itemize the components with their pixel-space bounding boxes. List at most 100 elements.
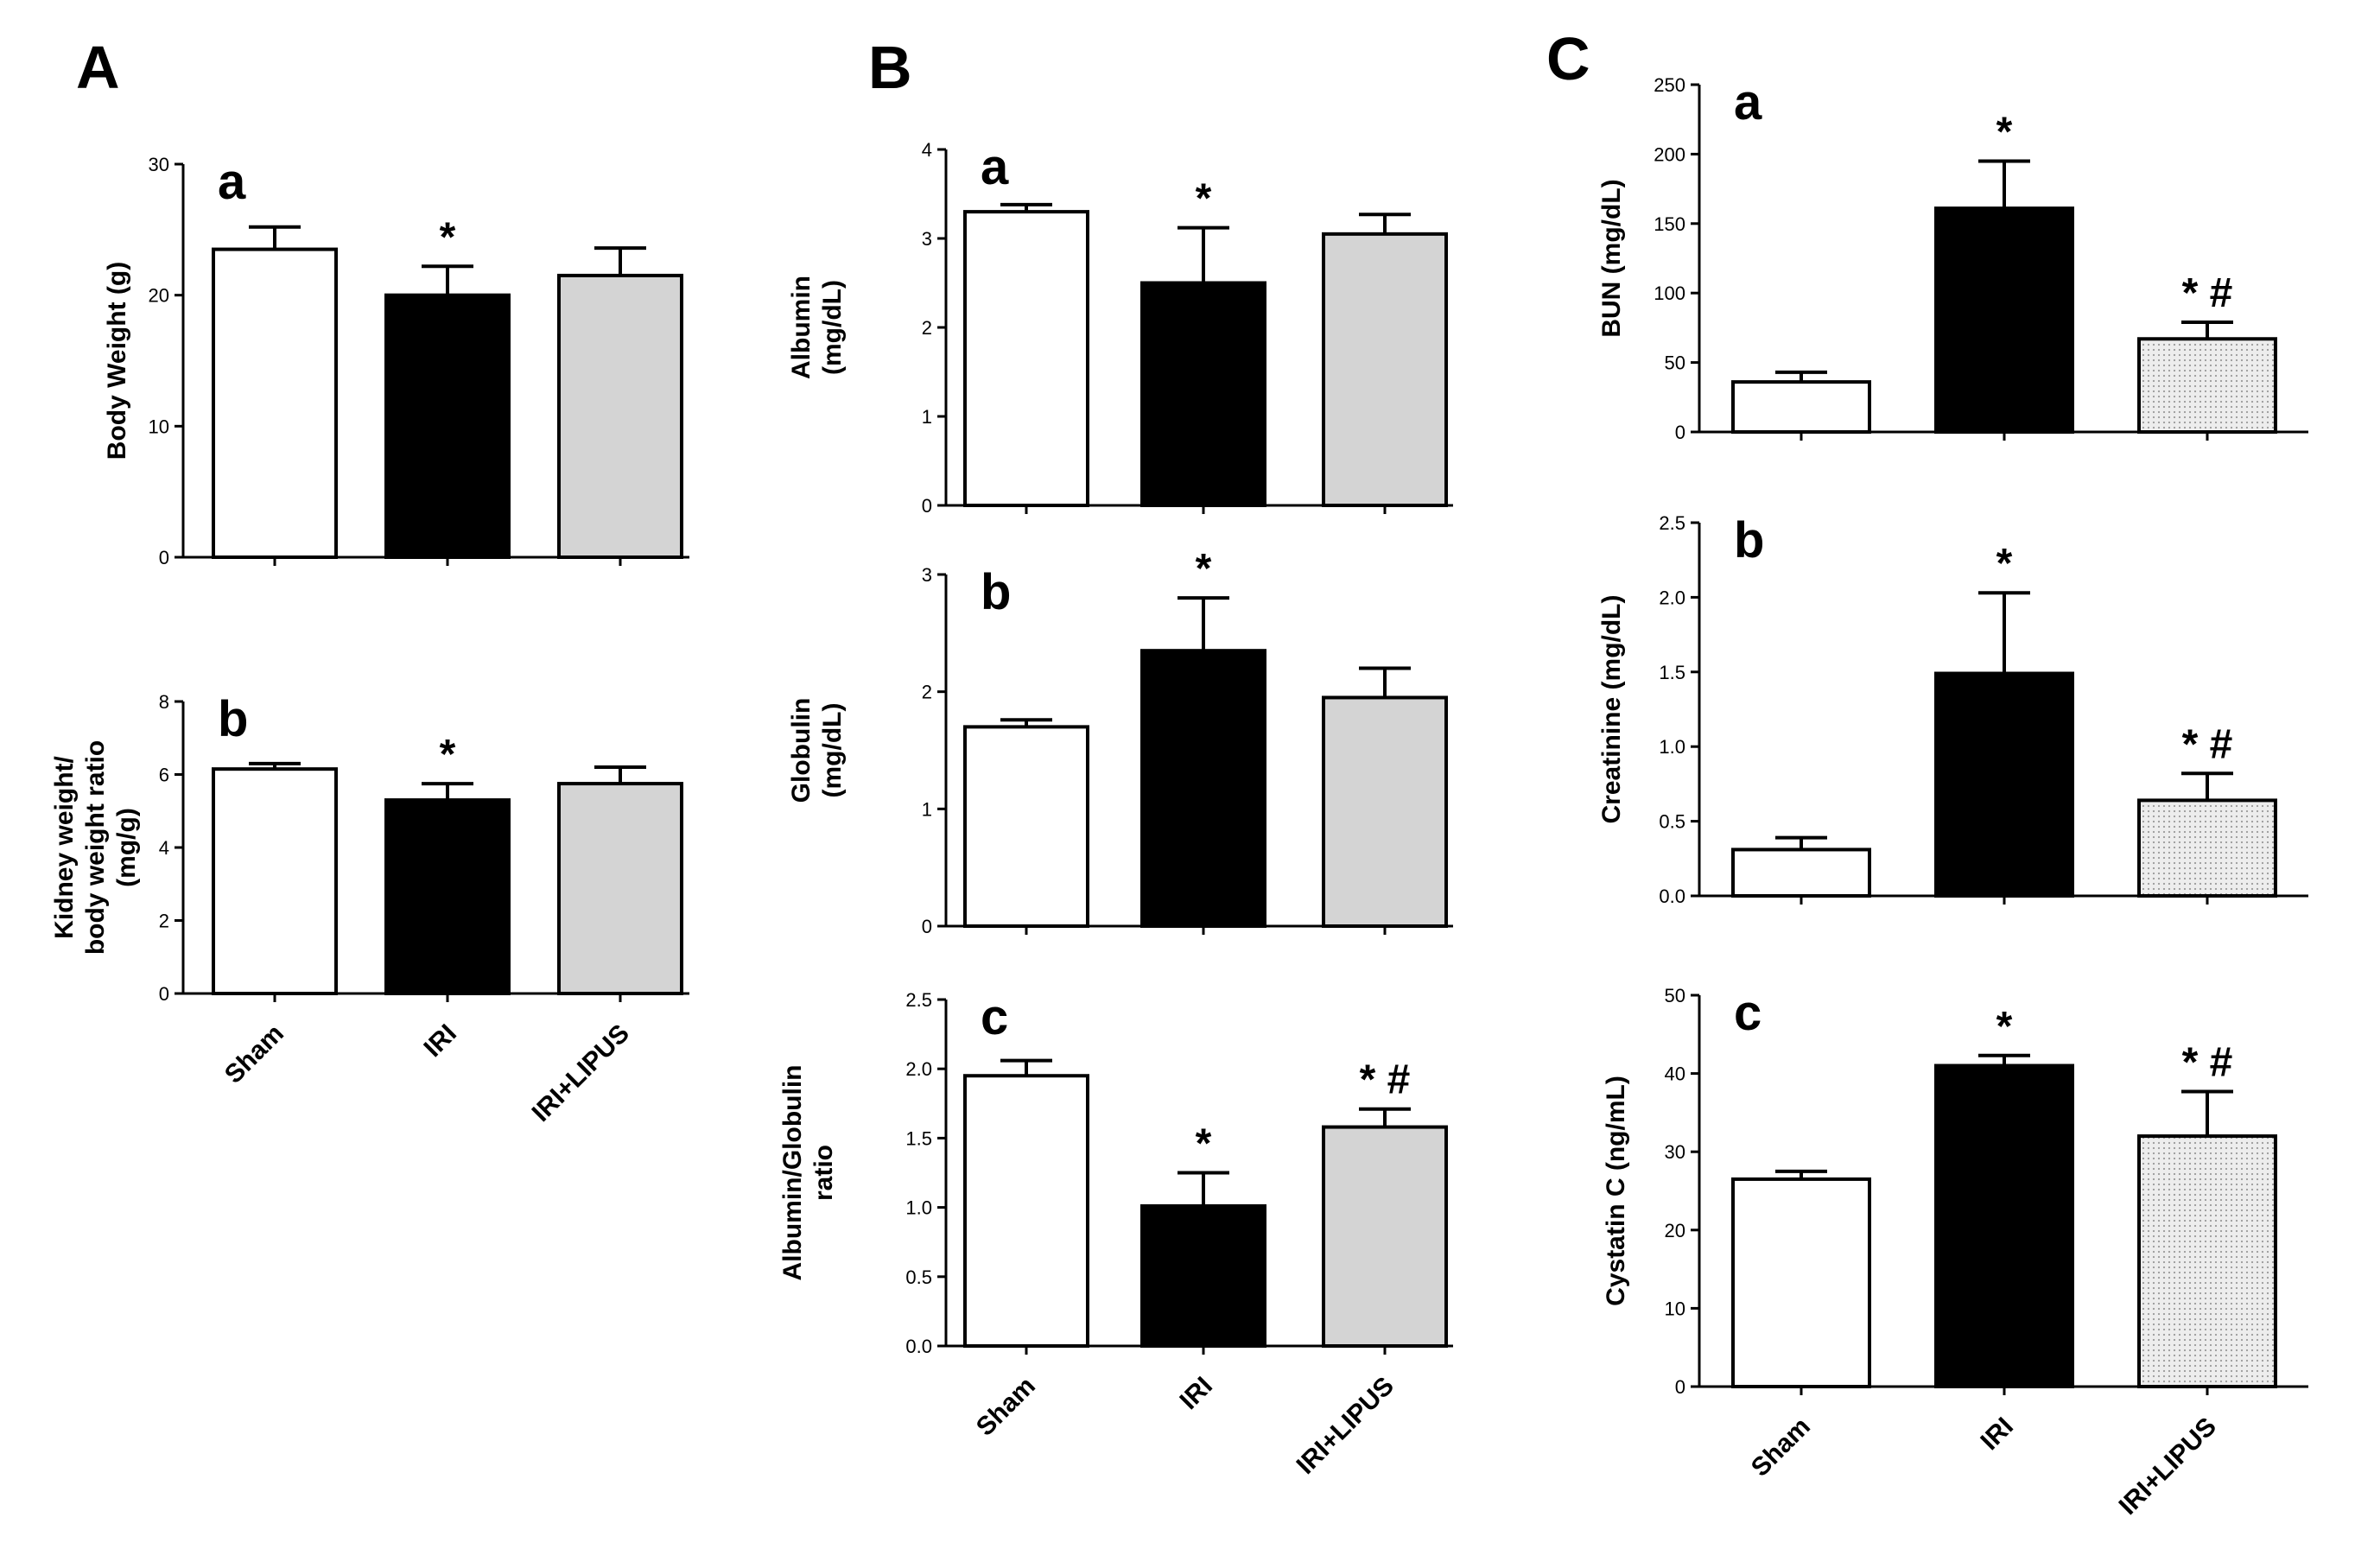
y-axis-label: Body Weight (g) [103,262,131,460]
y-tick-label: 1.5 [905,1127,932,1149]
bar-sham [1731,380,1871,434]
bar-iri [384,293,511,559]
chart-C-c: c 0 10 20 30 40 50 Cystatin C (ng/mL) Sham * IRI * … [1602,985,2308,1520]
bar-iri-lipus [2137,798,2277,898]
y-tick-label: 3 [922,564,932,586]
y-tick-label: 1.0 [905,1197,932,1219]
y-tick-label: 4 [159,837,169,859]
bar-sham [963,725,1089,928]
axes [181,164,689,559]
bar-iri-lipus [2137,337,2277,435]
category-label: Sham [971,1372,1041,1442]
y-tick-label: 100 [1654,282,1685,304]
significance-marker: * [1196,176,1212,222]
bar-iri [384,798,511,996]
y-axis-label: BUN (mg/dL) [1597,179,1626,337]
y-tick-label: 0.0 [1659,886,1685,907]
sublabel-C-b: b [1734,512,1764,568]
bar-sham [1731,847,1871,898]
y-axis-label: Cystatin C (ng/mL) [1602,1076,1630,1306]
y-tick-label: 6 [159,765,169,786]
chart-B-b: b 0 1 2 3 Globulin (mg/dL) * [787,546,1453,937]
significance-marker: * [1996,1004,2013,1050]
y-tick-label: 0 [922,916,932,937]
y-tick-label: 2.5 [1659,512,1685,534]
y-tick-label: 50 [1665,352,1685,374]
chart-C-a: a 0 50 100 150 200 250 BUN (mg/dL) * * # [1597,74,2308,443]
bar-iri-lipus [1322,695,1448,928]
y-axis-label: (mg/dL) [818,280,847,375]
chart-A-b: b 0 2 4 6 8 Kidney weight/body weight ratio (mg… [50,691,689,1127]
bar-iri [1140,281,1266,507]
sublabel-B-c: c [981,989,1008,1045]
significance-marker: * # [2182,270,2233,316]
y-tick-label: 0 [159,983,169,1005]
panel-label-A: A [76,34,120,101]
bar-iri [1934,671,2074,898]
y-tick-label: 0.5 [905,1266,932,1288]
y-tick-label: 2 [922,317,932,339]
bar-iri [1934,206,2074,434]
y-tick-label: 30 [1665,1141,1685,1163]
y-axis-label: Kidney weight/ [50,755,79,938]
sublabel-C-a: a [1734,74,1762,130]
axes [1698,995,2308,1388]
panel-label-B: B [868,34,912,101]
bar-sham [212,767,338,995]
sublabel-A-a: a [218,154,246,210]
bar-iri [1140,649,1266,929]
category-label: IRI+LIPUS [527,1019,635,1127]
y-tick-label: 0 [1675,1376,1685,1398]
bar-iri-lipus [557,273,683,559]
y-axis-label: Albumin/Globulin [778,1065,807,1281]
y-axis-label: Creatinine (mg/dL) [1597,594,1626,823]
axes [944,1000,1453,1348]
y-tick-label: 200 [1654,143,1685,165]
y-axis-label: body weight ratio [81,740,110,955]
significance-marker: * [440,214,456,260]
chart-B-c: c 0.0 0.5 1.0 1.5 2.0 2.5 Albumin/Globulin ratio… [778,989,1453,1480]
y-tick-label: 1.0 [1659,736,1685,758]
y-tick-label: 40 [1665,1063,1685,1085]
sublabel-B-b: b [981,564,1011,620]
bar-iri-lipus [1322,1125,1448,1348]
y-tick-label: 50 [1665,985,1685,1006]
y-tick-label: 250 [1654,74,1685,96]
category-label: IRI [1976,1412,2019,1456]
significance-marker: * [1996,109,2013,155]
bar-sham [1731,1177,1871,1389]
y-axis-label: ratio [809,1145,838,1201]
y-tick-label: 0 [1675,422,1685,443]
chart-A-a: a 0 10 20 30 Body Weight (g) * [103,154,689,568]
y-tick-label: 2 [159,911,169,932]
category-label: IRI [419,1019,462,1063]
y-tick-label: 3 [922,228,932,250]
y-axis-label: (mg/dL) [818,703,847,798]
y-tick-label: 20 [1665,1220,1685,1241]
y-tick-label: 0.5 [1659,811,1685,833]
significance-marker: * [1996,541,2013,587]
y-tick-label: 1 [922,798,932,820]
category-label: IRI [1175,1372,1218,1415]
category-label: IRI+LIPUS [1292,1372,1400,1480]
category-label: Sham [219,1019,289,1089]
chart-C-b: b 0.0 0.5 1.0 1.5 2.0 2.5 Creatinine (mg/dL) * * … [1597,512,2308,907]
bar-sham [963,210,1089,507]
bar-iri-lipus [2137,1134,2277,1388]
y-tick-label: 10 [1665,1298,1685,1319]
axes [181,701,689,995]
y-tick-label: 2.0 [1659,587,1685,608]
panel-label-C: C [1546,25,1590,92]
bar-iri-lipus [1322,232,1448,507]
category-label: Sham [1746,1412,1816,1482]
y-axis-label: Globulin [787,698,816,803]
axes [944,575,1453,928]
chart-B-a: a 0 1 2 3 4 Albumin (mg/dL) * [787,139,1453,517]
y-tick-label: 30 [149,154,169,175]
axes [1698,85,2308,434]
category-label: IRI+LIPUS [2114,1412,2222,1520]
y-axis-label: Albumin [787,276,816,379]
y-tick-label: 150 [1654,213,1685,235]
